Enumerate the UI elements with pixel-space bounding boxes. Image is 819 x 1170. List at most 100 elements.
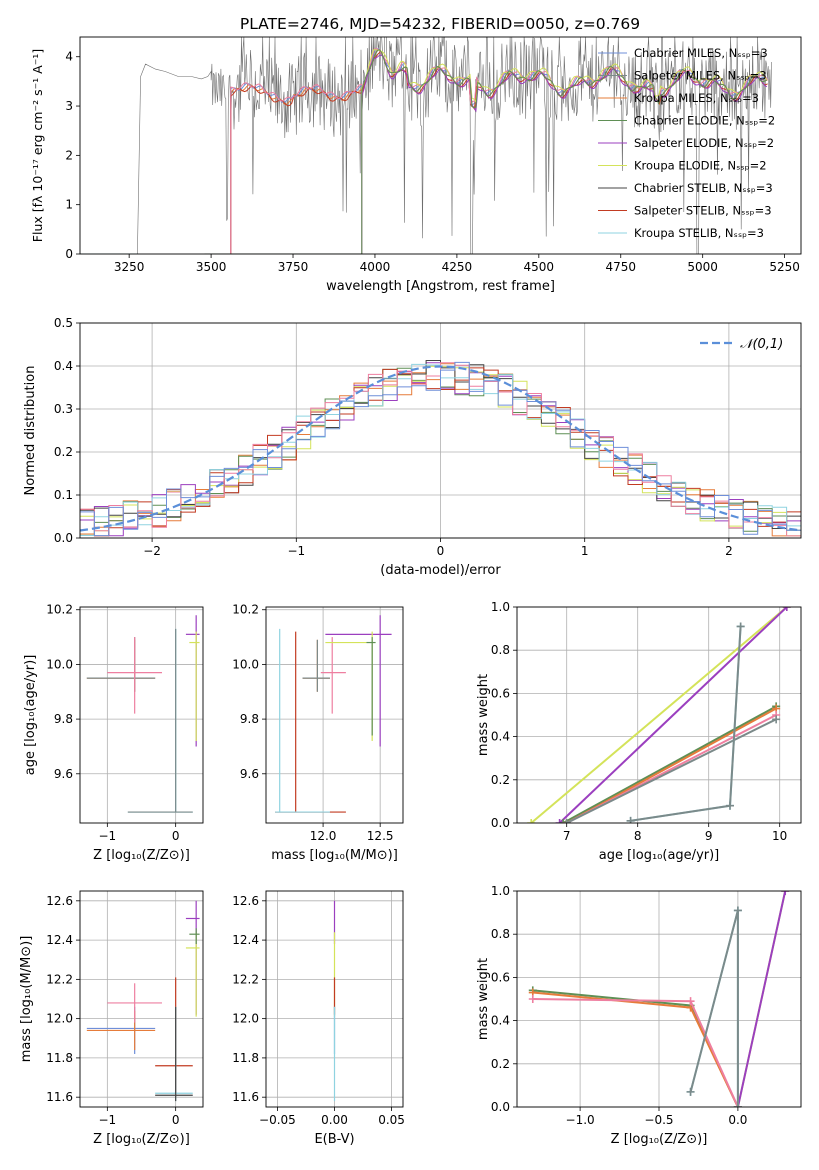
weight-marker — [626, 816, 635, 823]
y-tick-label: 11.8 — [232, 1051, 259, 1065]
errorbar-point — [320, 637, 346, 714]
observed-spectrum — [137, 37, 772, 254]
x-tick-label: 0 — [437, 544, 445, 558]
x-tick-label: 0 — [172, 829, 180, 843]
errorbar-point — [155, 1006, 193, 1102]
y-tick-label: 0.0 — [491, 816, 510, 830]
y-tick-label: 10.2 — [232, 603, 259, 617]
weight-series — [532, 991, 739, 1107]
axes-frame — [79, 606, 204, 824]
y-tick-label: 0.6 — [491, 686, 510, 700]
weight-series — [566, 718, 777, 823]
errorbar-point — [185, 932, 200, 1017]
y-tick-label: 12.6 — [232, 894, 259, 908]
y-tick-label: 0.4 — [491, 1014, 510, 1028]
grid-z_mass — [80, 891, 203, 1107]
x-tick-label: 8 — [634, 829, 642, 843]
y-tick-label: 0.6 — [491, 970, 510, 984]
axes-z_mass: −1 0 11.6 11.8 12.0 12.2 12.4 12.6 Z [log₁₀(Z/Z⊙… — [19, 890, 204, 1147]
legend-label: Kroupa ELODIE, Nₛₛₚ=2 — [634, 159, 767, 173]
weight-series — [530, 607, 788, 823]
y-tick-label: 0.1 — [54, 488, 73, 502]
y-tick-label: 11.6 — [46, 1090, 73, 1104]
gaussian-curve — [80, 365, 801, 532]
axes-residuals: −2 −1 0 1 2 0.0 0.1 0.2 0.3 0.4 0.5 (data-model)/er… — [23, 316, 802, 578]
x-tick-label: 0 — [172, 1113, 180, 1127]
y-axis-label: mass [log₁₀(M/M⊙)] — [19, 936, 34, 1063]
y-tick-label: 10.0 — [232, 657, 259, 671]
axes-age_weight: 7 8 9 10 0.0 0.2 0.4 0.6 0.8 1.0 age [log₁₀(age/yr… — [476, 600, 802, 863]
weight-series — [736, 891, 787, 1107]
axes-z_age: −1 0 9.6 9.8 10.0 10.2 Z [log₁₀(Z/Z⊙)] age [log… — [23, 603, 204, 863]
x-axis-label: E(B-V) — [314, 1132, 354, 1147]
x-tick-label: 0.0 — [728, 1113, 747, 1127]
axes-frame — [79, 890, 204, 1108]
y-tick-label: 1 — [65, 198, 73, 212]
figure-title: PLATE=2746, MJD=54232, FIBERID=0050, z=0… — [240, 15, 640, 33]
x-tick-label: −2 — [143, 544, 161, 558]
y-tick-label: 9.8 — [240, 712, 259, 726]
plot-area-z_weight — [528, 891, 790, 1107]
weight-marker — [782, 607, 791, 611]
model-salpeter-elodie — [204, 54, 768, 254]
y-axis-label: mass weight — [476, 958, 491, 1040]
x-tick-label: −1 — [98, 829, 116, 843]
y-tick-label: 0.8 — [491, 927, 510, 941]
y-tick-label: 4 — [65, 50, 73, 64]
weight-marker — [781, 891, 790, 895]
legend-label: Chabrier STELIB, Nₛₛₚ=3 — [634, 181, 773, 195]
x-tick-label: 3250 — [114, 260, 145, 274]
x-tick-label: −0.5 — [644, 1113, 673, 1127]
plot-area-mass_age — [275, 615, 392, 813]
errorbar-point — [86, 639, 156, 692]
axes-frame — [79, 322, 802, 539]
axes-frame — [265, 606, 404, 824]
errorbar-point — [107, 983, 162, 1023]
errorbar-point — [302, 639, 330, 692]
axes-frame — [516, 890, 802, 1108]
residual-histogram — [80, 361, 801, 537]
y-tick-label: 12.4 — [232, 933, 259, 947]
y-tick-label: 12.0 — [46, 1012, 73, 1026]
weight-series — [630, 626, 742, 822]
weight-marker — [736, 622, 745, 631]
y-tick-label: 10.0 — [46, 657, 73, 671]
y-tick-label: 3 — [65, 99, 73, 113]
x-tick-label: 12.5 — [367, 829, 394, 843]
legend-spectrum: Chabrier MILES, Nₛₛₚ=3 Salpeter MILES, Nₛ… — [598, 46, 775, 240]
x-axis-label: wavelength [Angstrom, rest frame] — [326, 279, 555, 294]
y-tick-label: 12.2 — [232, 972, 259, 986]
residual-histogram — [80, 362, 801, 537]
grid-z_age — [80, 607, 203, 823]
y-axis-label: mass weight — [476, 674, 491, 756]
y-tick-label: 0.8 — [491, 643, 510, 657]
y-tick-label: 0.2 — [491, 1057, 510, 1071]
y-tick-label: 0.2 — [54, 445, 73, 459]
weight-marker — [559, 819, 568, 823]
axes-ebv_mass: −0.05 0.00 0.05 11.6 11.8 12.0 12.2 12.4 12.6 E(B… — [232, 890, 405, 1147]
x-tick-label: 4250 — [442, 260, 473, 274]
plot-area-z_age — [86, 615, 200, 813]
plot-area-residuals — [80, 360, 801, 537]
y-tick-label: 10.2 — [46, 603, 73, 617]
y-axis-label: Flux [fλ 10⁻¹⁷ erg cm⁻² s⁻¹ A⁻¹] — [30, 49, 45, 242]
y-tick-label: 1.0 — [491, 884, 510, 898]
errorbar-point — [127, 628, 193, 813]
x-tick-label: 2 — [725, 544, 733, 558]
model-chabrier-elodie — [204, 49, 768, 254]
axes-frame — [265, 890, 404, 1108]
errorbar-point — [155, 1006, 193, 1102]
y-tick-label: 12.6 — [46, 894, 73, 908]
weight-marker — [772, 715, 781, 724]
plot-area-z_mass — [86, 900, 200, 1102]
x-axis-label: mass [log₁₀(M/M⊙)] — [271, 848, 398, 863]
x-tick-label: 10 — [772, 829, 787, 843]
x-tick-label: 4750 — [605, 260, 636, 274]
x-tick-label: 0.05 — [378, 1113, 405, 1127]
errorbar-point — [275, 631, 346, 813]
y-tick-label: 9.8 — [54, 712, 73, 726]
y-tick-label: 12.0 — [232, 1012, 259, 1026]
errorbar-point — [185, 900, 200, 1015]
axes-spectrum: 3250 3500 3750 4000 4250 4500 4750 5000 5250 0 1 2 3… — [30, 36, 802, 294]
